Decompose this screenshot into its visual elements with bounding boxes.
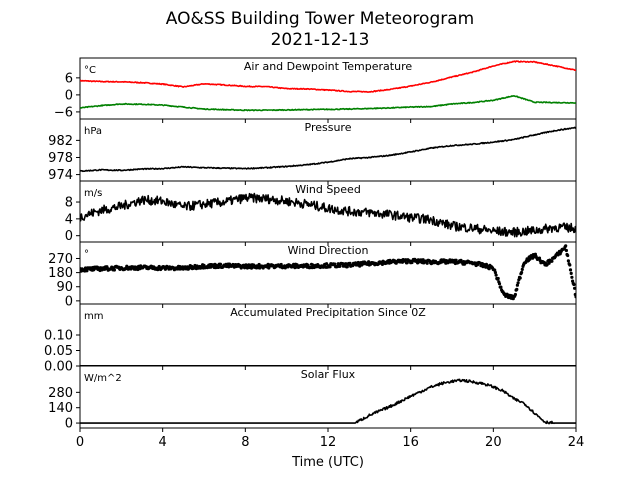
panel-2: 84 0 Wind Speed m/s: [65, 180, 577, 246]
y-tick-label: 0.10: [44, 329, 73, 344]
x-tick-label: 12: [320, 435, 337, 450]
wind-direction-point: [345, 265, 349, 269]
wind-direction-point: [85, 269, 89, 273]
series-0-line: [80, 378, 576, 425]
series-1-line: [80, 95, 576, 112]
series-0-line: [80, 126, 576, 173]
y-tick-label: 0: [65, 88, 73, 103]
wind-direction-point: [328, 265, 332, 269]
y-tick-label: 0: [65, 417, 73, 432]
wind-direction-point: [572, 282, 576, 287]
y-tick-label: 6: [65, 71, 73, 86]
wind-direction-point: [112, 268, 116, 272]
wind-direction-point: [497, 282, 502, 286]
x-tick-label: 8: [241, 435, 249, 450]
wind-direction-point: [216, 265, 221, 269]
wind-direction-point: [568, 263, 572, 267]
y-tick-label: 0: [65, 294, 73, 309]
wind-direction-point: [518, 276, 522, 280]
wind-direction-point: [333, 262, 337, 266]
y-tick-label: 974: [48, 168, 73, 183]
y-tick-label: 180: [48, 266, 73, 281]
y-tick-label: 978: [48, 151, 73, 166]
wind-direction-point: [493, 270, 497, 275]
wind-direction-point: [338, 264, 342, 268]
series-0-line: [80, 192, 576, 238]
panel-title: Wind Direction: [288, 244, 369, 257]
series-0: [80, 244, 576, 301]
wind-direction-point: [564, 244, 568, 248]
wind-direction-point: [516, 281, 520, 285]
wind-direction-point: [499, 285, 503, 289]
wind-direction-point: [528, 257, 532, 261]
figure-title: AO&SS Building Tower Meteorogram: [166, 9, 474, 29]
y-tick-label: −6: [54, 105, 73, 120]
wind-direction-point: [511, 297, 515, 301]
x-tick-label: 16: [402, 435, 419, 450]
panel-title: Pressure: [305, 121, 352, 134]
wind-direction-point: [574, 295, 576, 299]
panel-0: 6 0 −6 Air and Dewpoint Temperature °C: [54, 57, 577, 123]
x-tick-label: 4: [159, 435, 167, 450]
panel-1: 982 978 974 Pressure hPa: [48, 118, 577, 185]
unit-label: °C: [84, 65, 96, 76]
y-tick-label: 0.05: [44, 344, 73, 359]
figure-date: 2021-12-13: [271, 30, 370, 50]
wind-direction-point: [520, 270, 524, 275]
unit-label: m/s: [84, 188, 102, 199]
unit-label: W/m^2: [84, 373, 122, 384]
unit-label: °: [84, 249, 89, 260]
wind-direction-point: [537, 256, 542, 260]
wind-direction-point: [573, 286, 576, 290]
wind-direction-point: [564, 248, 569, 253]
panel-title: Solar Flux: [301, 368, 356, 381]
y-tick-label: 90: [56, 280, 73, 295]
panel-title: Accumulated Precipitation Since 0Z: [230, 306, 426, 319]
wind-direction-point: [348, 261, 352, 265]
panel-title: Wind Speed: [295, 183, 361, 196]
wind-direction-point: [494, 273, 498, 277]
panel-title: Air and Dewpoint Temperature: [244, 60, 412, 73]
wind-direction-point: [218, 262, 223, 266]
wind-direction-point: [515, 283, 520, 287]
y-tick-label: 270: [48, 252, 73, 267]
y-tick-label: 8: [65, 196, 73, 211]
wind-direction-point: [568, 268, 573, 272]
unit-label: hPa: [84, 126, 102, 137]
y-tick-label: 140: [48, 401, 73, 416]
wind-direction-point: [566, 253, 570, 258]
x-tick-label: 20: [485, 435, 502, 450]
wind-direction-point: [569, 271, 573, 275]
wind-direction-point: [425, 261, 429, 265]
y-tick-label: 0.00: [44, 360, 73, 375]
x-axis-label: Time (UTC): [291, 455, 364, 470]
unit-label: mm: [84, 311, 103, 322]
wind-direction-point: [513, 292, 518, 297]
wind-direction-point: [520, 267, 524, 271]
wind-direction-point: [566, 259, 571, 263]
wind-direction-point: [550, 259, 554, 263]
x-tick-label: 24: [568, 435, 585, 450]
wind-direction-point: [496, 276, 500, 281]
wind-direction-point: [493, 268, 497, 272]
y-tick-label: 4: [65, 212, 73, 227]
wind-direction-point: [515, 287, 519, 291]
wind-direction-point: [570, 275, 574, 279]
series-0-line: [80, 60, 576, 93]
x-tick-label: 0: [76, 435, 84, 450]
panel-4: 0.100.050.00 Accumulated Precipitation Si…: [44, 303, 577, 375]
y-tick-label: 280: [48, 386, 73, 401]
y-tick-label: 0: [65, 229, 73, 244]
panels: 6 0 −6 Air and Dewpoint Temperature °C 982 978…: [44, 57, 585, 450]
y-tick-label: 982: [48, 134, 73, 149]
wind-direction-point: [325, 262, 329, 266]
